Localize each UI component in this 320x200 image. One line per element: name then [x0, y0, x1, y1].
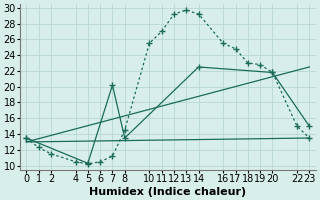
X-axis label: Humidex (Indice chaleur): Humidex (Indice chaleur) [89, 187, 246, 197]
